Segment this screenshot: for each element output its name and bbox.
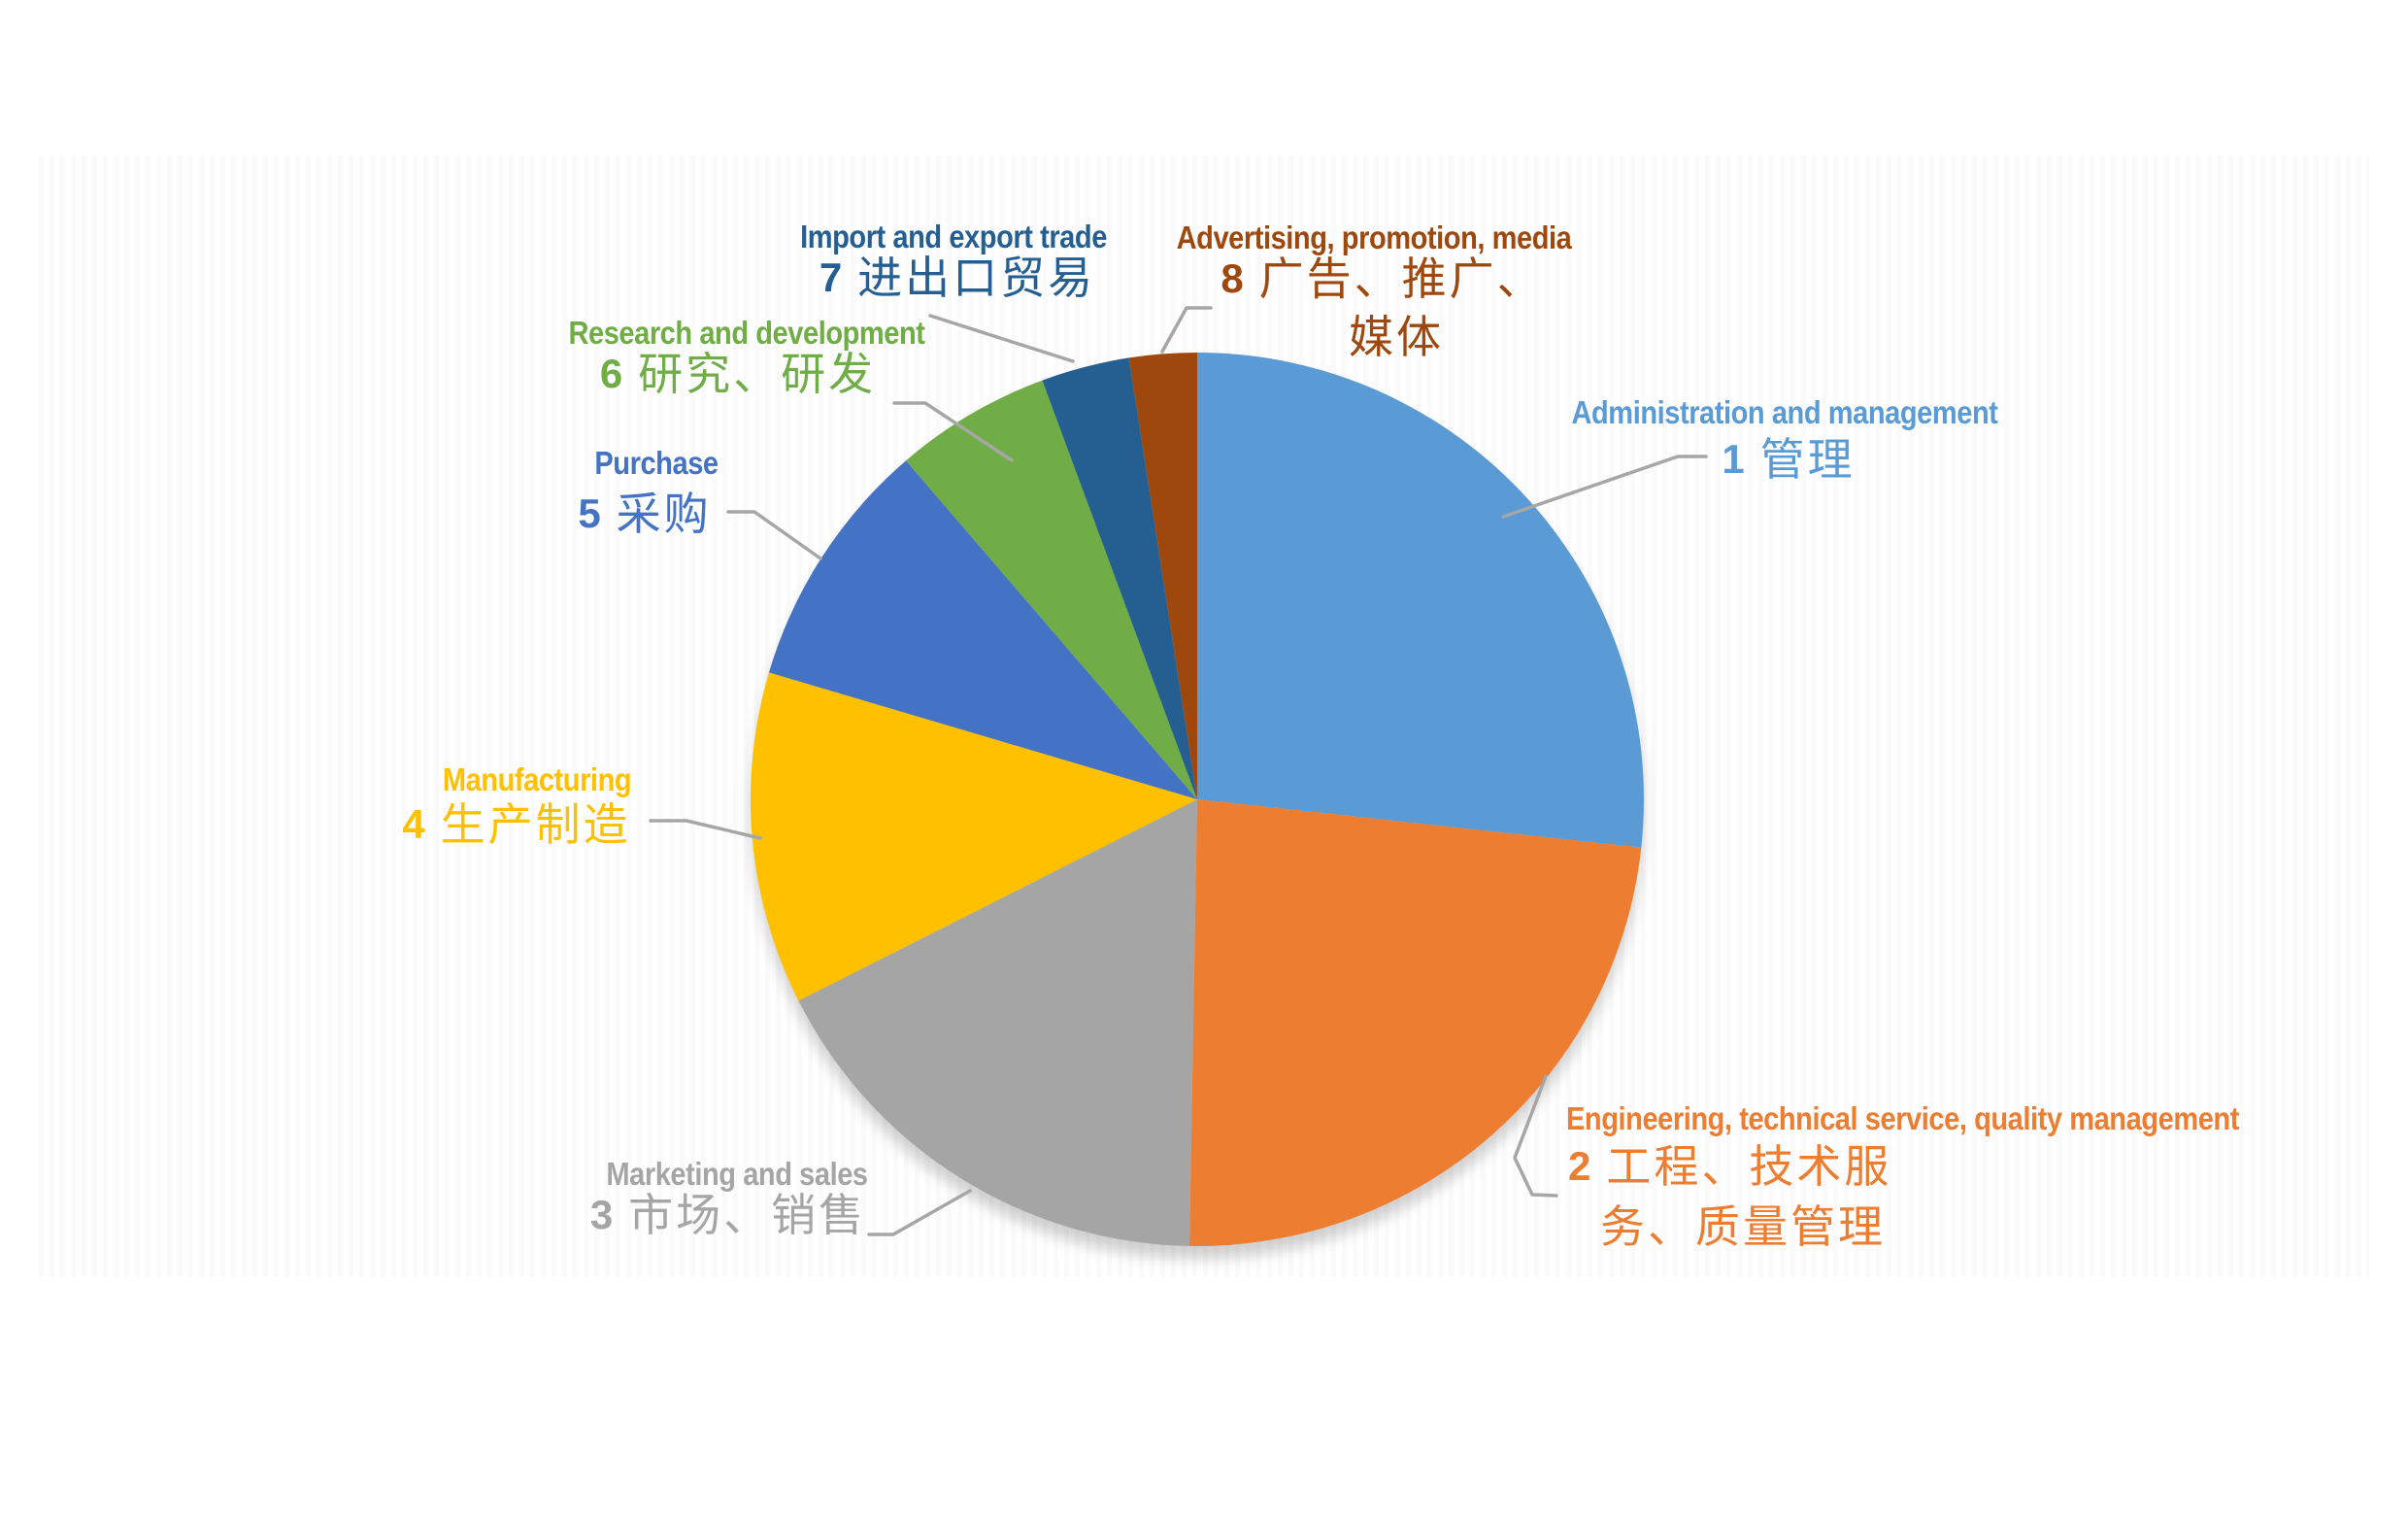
slice-8-zh-text-line2: 媒体 <box>1349 311 1444 363</box>
slice-8-label-en: Advertising, promotion, media <box>1150 221 1598 253</box>
slice-3-zh-text: 市场、销售 <box>628 1189 867 1241</box>
slice-2-number: 2 <box>1568 1143 1591 1189</box>
slice-2-zh-text-line2: 务、质量管理 <box>1600 1200 1886 1253</box>
leader-line-slice-7 <box>928 314 1075 363</box>
slice-3-label-en: Marketing and sales <box>588 1158 886 1190</box>
slice-5-label-en: Purchase <box>586 447 727 479</box>
slice-4-zh-text: 生产制造 <box>440 798 631 851</box>
pie-slice-4-manufacturing <box>751 672 1197 1001</box>
slice-7-number: 7 <box>819 254 843 300</box>
leader-line-slice-3 <box>867 1189 972 1236</box>
slice-2-label-zh-line1: 2 工程、技术服 <box>1568 1144 1891 1189</box>
slice-1-label-en-text: Administration and management <box>1571 394 1998 430</box>
leader-line-slice-5 <box>726 510 822 560</box>
slice-5-label-en-text: Purchase <box>594 445 719 481</box>
slice-8-zh-text-line1: 广告、推广、 <box>1258 253 1545 305</box>
slice-8-label-zh-line1: 8 广告、推广、 <box>1221 256 1544 301</box>
slice-5-label-zh: 5 采购 <box>578 491 711 536</box>
slice-2-zh-text-line1: 工程、技术服 <box>1606 1140 1892 1193</box>
slice-4-label-en: Manufacturing <box>430 763 645 795</box>
slice-5-zh-text: 采购 <box>616 488 712 540</box>
pie-slice-1-administration-and-management <box>1197 353 1644 848</box>
pie-slice-3-marketing-and-sales <box>798 799 1197 1246</box>
slice-1-number: 1 <box>1722 436 1745 482</box>
slice-6-label-en-text: Research and development <box>568 315 925 351</box>
slice-6-label-en: Research and development <box>544 317 949 349</box>
pie-slice-5-purchase <box>768 460 1197 799</box>
leader-line-slice-2 <box>1513 1074 1558 1198</box>
pie-slice-6-research-and-development <box>906 380 1197 799</box>
slice-3-label-en-text: Marketing and sales <box>606 1156 868 1192</box>
slice-6-label-zh: 6 研究、研发 <box>600 352 876 396</box>
slice-7-zh-text: 进出口贸易 <box>857 252 1096 304</box>
slice-7-label-en-text: Import and export trade <box>800 219 1107 254</box>
slice-8-label-en-text: Advertising, promotion, media <box>1176 220 1572 255</box>
slice-7-label-zh: 7 进出口贸易 <box>819 255 1095 300</box>
leader-line-slice-8 <box>1160 306 1213 354</box>
pie-slice-8-advertising-promotion-media <box>1128 353 1197 799</box>
slice-1-label-zh: 1 管理 <box>1722 437 1855 482</box>
slice-7-label-en: Import and export trade <box>780 220 1128 253</box>
slice-3-label-zh: 3 市场、销售 <box>590 1193 866 1237</box>
slice-3-number: 3 <box>589 1192 614 1237</box>
slice-2-label-zh-line2: 务、质量管理 <box>1600 1204 1886 1249</box>
slice-4-number: 4 <box>402 801 425 847</box>
slice-5-number: 5 <box>578 490 601 536</box>
slice-4-label-zh: 4 生产制造 <box>402 802 630 847</box>
leader-line-slice-4 <box>649 819 762 840</box>
slice-6-zh-text: 研究、研发 <box>638 348 877 400</box>
slice-1-label-en: Administration and management <box>1543 396 2027 428</box>
slice-4-label-en-text: Manufacturing <box>442 761 632 797</box>
pie-slice-2-engineering-technical-service-quality-management <box>1188 799 1642 1246</box>
slice-8-number: 8 <box>1221 255 1244 301</box>
slice-2-label-en-text: Engineering, technical service, quality … <box>1566 1100 2239 1136</box>
slice-2-label-en: Engineering, technical service, quality … <box>1566 1102 2330 1134</box>
leader-line-slice-6 <box>892 401 1014 462</box>
leader-line-slice-1 <box>1501 455 1708 519</box>
slice-1-zh-text: 管理 <box>1759 433 1856 486</box>
slice-6-number: 6 <box>599 351 623 396</box>
slice-8-label-zh-line2: 媒体 <box>1349 315 1444 359</box>
pie-slice-7-import-and-export-trade <box>1042 357 1197 799</box>
